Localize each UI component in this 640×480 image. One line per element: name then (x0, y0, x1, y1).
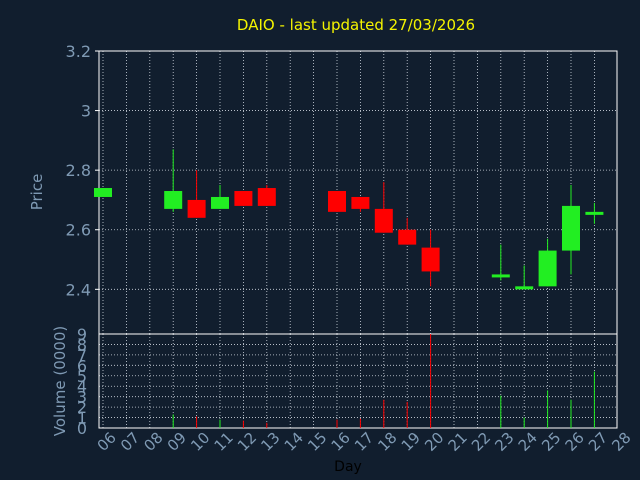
candle-body-18 (374, 208, 393, 233)
candle-body-11 (211, 196, 229, 209)
candle-body-27 (585, 211, 604, 215)
x-tick-label-23: 23 (491, 429, 517, 455)
price-tick-label: 3.2 (66, 42, 91, 61)
volume-tick-label: 5 (77, 367, 87, 386)
x-tick-label-10: 10 (187, 429, 213, 455)
candle-body-16 (328, 191, 346, 212)
volume-tick-label: 9 (77, 325, 87, 344)
volume-tick-label: 6 (77, 356, 87, 375)
candle-body-13 (257, 188, 276, 206)
chart-title: DAIO - last updated 27/03/2026 (237, 16, 475, 34)
x-tick-label-27: 27 (585, 429, 611, 455)
x-tick-label-09: 09 (164, 429, 190, 455)
price-axis-label: Price (28, 174, 46, 211)
volume-plot-frame (98, 333, 618, 429)
volume-tick-label: 3 (77, 388, 87, 407)
x-tick-label-22: 22 (468, 429, 494, 455)
x-tick-label-06: 06 (94, 429, 120, 455)
candle-body-24 (515, 286, 534, 290)
volume-tick-label: 0 (77, 419, 87, 438)
x-tick-label-13: 13 (257, 429, 283, 455)
volume-tick-label: 1 (77, 409, 87, 428)
price-tick-label: 2.6 (66, 221, 91, 240)
volume-tick-label: 4 (77, 377, 87, 396)
x-tick-label-18: 18 (374, 429, 400, 455)
candle-body-26 (562, 205, 580, 251)
x-tick-label-07: 07 (117, 429, 143, 455)
volume-tick-label: 2 (77, 398, 87, 417)
candle-body-19 (398, 229, 417, 245)
x-axis-label: Day (334, 459, 362, 475)
candle-body-09 (164, 191, 183, 209)
x-tick-label-15: 15 (304, 429, 330, 455)
candle-body-25 (538, 250, 557, 287)
x-tick-label-21: 21 (445, 429, 471, 455)
price-tick-label: 2.4 (66, 280, 91, 299)
x-tick-label-19: 19 (398, 429, 424, 455)
price-tick-label: 3 (81, 102, 91, 121)
x-tick-label-24: 24 (515, 429, 541, 455)
candle-body-06 (94, 188, 112, 197)
candle-body-23 (491, 274, 510, 278)
x-tick-label-28: 28 (608, 429, 634, 455)
candle-body-10 (187, 199, 206, 218)
candle-body-17 (351, 196, 370, 209)
volume-axis-label: Volume (0000) (51, 326, 69, 436)
x-tick-label-11: 11 (211, 429, 237, 455)
x-tick-label-26: 26 (562, 429, 588, 455)
x-tick-label-20: 20 (421, 429, 447, 455)
candle-body-12 (234, 191, 253, 206)
x-tick-label-12: 12 (234, 429, 260, 455)
x-tick-label-16: 16 (328, 429, 354, 455)
volume-tick-label: 8 (77, 335, 87, 354)
candle-body-20 (421, 247, 440, 272)
volume-tick-label: 7 (77, 346, 87, 365)
price-tick-label: 2.8 (66, 161, 91, 180)
x-tick-label-25: 25 (538, 429, 564, 455)
x-tick-label-17: 17 (351, 429, 377, 455)
x-tick-label-08: 08 (140, 429, 166, 455)
x-tick-label-14: 14 (281, 429, 307, 455)
